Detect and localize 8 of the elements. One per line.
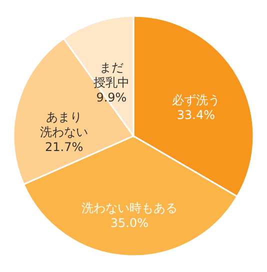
data-label: 35.0% bbox=[110, 216, 148, 230]
data-label: 33.4% bbox=[176, 108, 215, 122]
data-label: 9.9% bbox=[96, 90, 127, 104]
data-label: 21.7% bbox=[44, 140, 84, 154]
slice-label: まだ授乳中 bbox=[93, 60, 130, 90]
slice-label: 洗わない時もある bbox=[81, 200, 178, 215]
slice-label: 必ず洗う bbox=[172, 93, 220, 108]
slice-label: あまり洗わない bbox=[40, 110, 88, 139]
